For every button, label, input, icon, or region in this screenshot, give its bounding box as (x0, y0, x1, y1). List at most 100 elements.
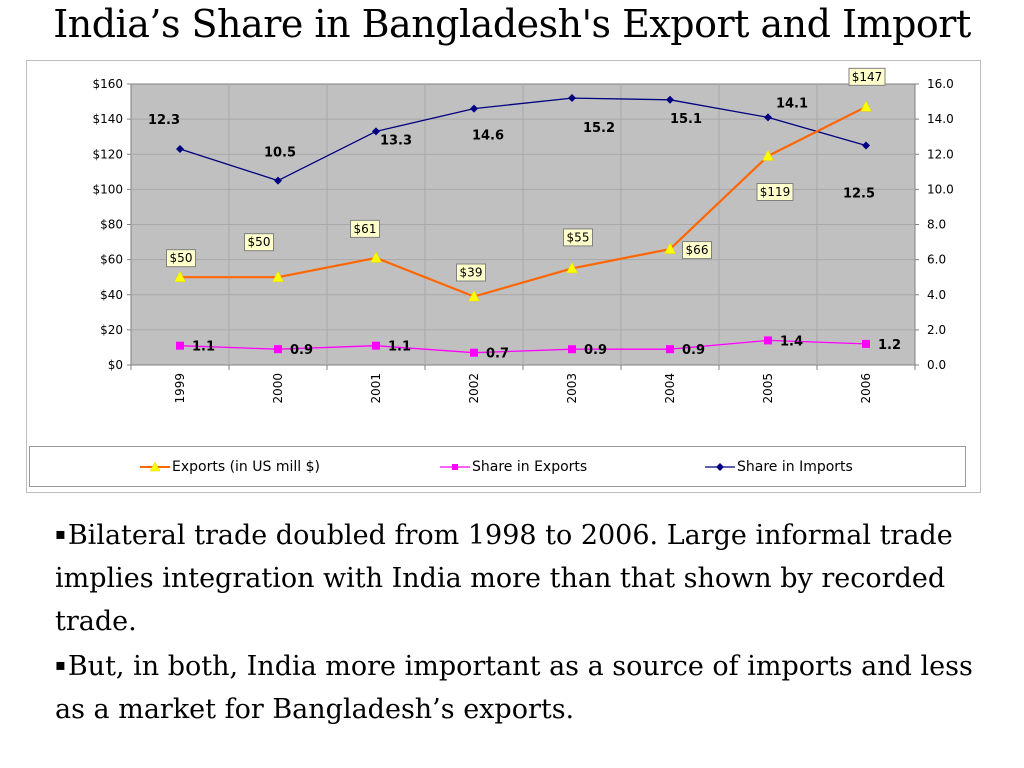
bullet-marker: ▪ (55, 655, 66, 674)
point-share-exports (666, 345, 674, 354)
data-label-share-exports: 1.1 (192, 340, 215, 355)
y-right-tick-label: 8.0 (927, 218, 946, 232)
y-right-tick-label: 16.0 (927, 77, 954, 91)
point-share-imports (470, 104, 478, 113)
point-share-imports (666, 95, 674, 104)
bullet-item: ▪But, in both, India more important as a… (55, 643, 985, 731)
data-label-box-exports (682, 241, 712, 260)
point-share-imports (372, 127, 380, 136)
bullet-list: ▪Bilateral trade doubled from 1998 to 20… (55, 512, 985, 731)
legend-swatch-share-imports (705, 460, 735, 474)
y-left-tick-label: $100 (92, 182, 123, 196)
data-label-exports: $50 (170, 251, 193, 265)
x-tick-label: 2002 (467, 373, 481, 404)
data-label-exports: $119 (760, 185, 791, 199)
bullet-text: But, in both, India more important as a … (55, 651, 973, 725)
point-exports (174, 270, 186, 282)
point-share-imports (862, 141, 870, 150)
series-line-exports (180, 105, 867, 298)
point-share-exports (568, 345, 576, 354)
point-exports (272, 270, 284, 282)
data-label-box-exports (244, 233, 274, 252)
data-label-share-exports: 0.9 (290, 343, 313, 358)
data-label-box-exports (756, 183, 794, 202)
x-tick-label: 2004 (663, 373, 677, 404)
data-label-exports: $61 (354, 222, 377, 236)
data-label-share-exports: 1.1 (388, 340, 411, 355)
data-label-exports: $55 (567, 230, 590, 244)
point-share-exports (372, 341, 380, 350)
data-label-share-exports: 1.2 (878, 338, 901, 353)
data-label-share-imports: 14.6 (472, 129, 504, 144)
data-label-box-exports (563, 228, 593, 247)
y-right-tick-label: 14.0 (927, 112, 954, 126)
y-right-tick-label: 10.0 (927, 182, 954, 196)
legend-entry-share-imports: Share in Imports (705, 459, 853, 475)
point-share-imports (764, 113, 772, 122)
y-right-tick-label: 0.0 (927, 358, 946, 372)
series-line-share-imports (179, 97, 867, 182)
y-right-tick-label: 4.0 (927, 288, 946, 302)
data-label-box-exports (848, 67, 886, 86)
data-label-share-exports: 0.9 (682, 343, 705, 358)
y-left-tick-label: $40 (100, 288, 123, 302)
data-label-share-exports: 1.4 (780, 334, 803, 349)
data-label-share-exports: 0.9 (584, 343, 607, 358)
data-label-share-imports: 15.1 (670, 112, 702, 127)
point-share-exports (274, 345, 282, 354)
series-line-share-exports (179, 339, 867, 354)
chart-legend: Exports (in US mill $) Share in Exports … (29, 446, 966, 487)
line-chart: $0 0.0 $20 2.0 $40 4.0 $60 6.0 $80 8.0 $100 10.0 $12… (92, 67, 954, 404)
y-right-tick-label: 2.0 (927, 323, 946, 337)
y-left-tick-label: $160 (92, 77, 123, 91)
legend-label-share-exports: Share in Exports (472, 459, 588, 475)
y-left-tick-label: $120 (92, 147, 123, 161)
slide-title: India’s Share in Bangladesh's Export and… (53, 2, 971, 46)
point-exports (468, 289, 480, 302)
x-tick-label: 2003 (565, 373, 579, 404)
bullet-marker: ▪ (55, 524, 66, 543)
data-label-exports: $39 (460, 266, 483, 280)
y-right-tick-label: 12.0 (927, 147, 954, 161)
bullet-text: Bilateral trade doubled from 1998 to 200… (55, 520, 953, 637)
data-label-share-imports: 15.2 (583, 121, 615, 136)
data-label-share-imports: 12.5 (843, 186, 875, 201)
x-tick-label: 1999 (173, 373, 187, 404)
point-share-imports (568, 94, 576, 103)
data-label-share-imports: 10.5 (264, 146, 296, 161)
point-exports (860, 100, 872, 112)
y-left-tick-label: $20 (100, 323, 123, 337)
legend-label-share-imports: Share in Imports (737, 459, 853, 475)
y-left-tick-label: $60 (100, 253, 123, 267)
point-share-imports (176, 144, 184, 153)
point-share-exports (470, 348, 478, 357)
point-share-imports (274, 176, 282, 185)
y-left-tick-label: $80 (100, 218, 123, 232)
point-share-exports (176, 341, 184, 350)
x-tick-label: 2005 (761, 373, 775, 404)
point-exports (370, 251, 382, 263)
legend-swatch-exports (140, 460, 170, 474)
bullet-item: ▪Bilateral trade doubled from 1998 to 20… (55, 512, 985, 643)
y-right-tick-label: 6.0 (927, 253, 946, 267)
chart-area: $0 0.0 $20 2.0 $40 4.0 $60 6.0 $80 8.0 $100 10.0 $12… (26, 60, 981, 493)
data-label-exports: $66 (686, 243, 709, 257)
legend-swatch-share-exports (440, 460, 470, 474)
x-tick-label: 2001 (369, 373, 383, 404)
data-label-exports: $147 (852, 70, 883, 84)
legend-label-exports: Exports (in US mill $) (172, 459, 320, 475)
data-label-box-exports (166, 249, 196, 268)
data-label-box-exports (350, 219, 380, 238)
data-label-exports: $50 (248, 235, 271, 249)
x-tick-label: 2006 (859, 373, 873, 404)
y-left-tick-label: $0 (108, 358, 123, 372)
data-label-share-exports: 0.7 (486, 347, 509, 362)
point-exports (762, 149, 774, 161)
point-share-exports (862, 339, 870, 348)
legend-entry-exports: Exports (in US mill $) (140, 459, 320, 475)
legend-entry-share-exports: Share in Exports (440, 459, 587, 475)
point-exports (566, 261, 578, 274)
data-label-share-imports: 14.1 (776, 96, 808, 111)
data-label-share-imports: 13.3 (380, 133, 412, 148)
point-share-exports (764, 336, 772, 345)
